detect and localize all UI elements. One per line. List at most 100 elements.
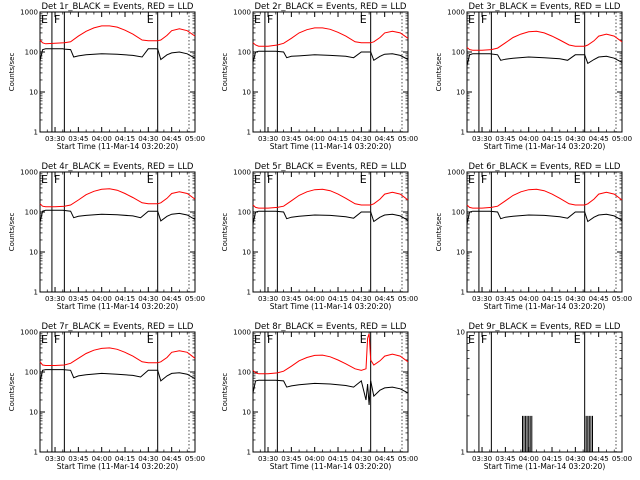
panel-title: Det 9r_BLACK = Events, RED = LLD [469, 322, 621, 332]
marker-label: F [54, 13, 60, 26]
lld-series-line [252, 333, 409, 375]
x-tick-label: 03:45 [495, 455, 515, 463]
panel-4: Det 4r_BLACK = Events, RED = LLD 1 10 100 10… [8, 162, 205, 311]
events-series-line [466, 53, 623, 67]
x-tick-label: 03:45 [281, 295, 301, 303]
x-tick-label: 03:30 [472, 135, 492, 143]
marker-label: F [54, 333, 60, 346]
panel-6: Det 6r_BLACK = Events, RED = LLD 1 10 100 10… [435, 162, 632, 311]
x-tick-label: 04:45 [375, 135, 395, 143]
marker-label: E [360, 13, 367, 26]
panel-title: Det 4r_BLACK = Events, RED = LLD [42, 162, 194, 172]
x-tick-label: 04:15 [542, 135, 562, 143]
marker-label: F [481, 333, 487, 346]
y-tick-label: 1 [34, 129, 38, 137]
x-tick-label: 03:30 [258, 135, 278, 143]
x-axis-label: Start Time (11-Mar-14 03:20:20) [57, 142, 179, 151]
y-axis-label: Counts/sec [8, 213, 16, 252]
x-tick-label: 03:30 [45, 455, 65, 463]
marker-label: E [360, 173, 367, 186]
marker-label: E [574, 173, 581, 186]
lld-series-line [39, 188, 196, 208]
marker-label: E [147, 13, 154, 26]
x-axis-label: Start Time (11-Mar-14 03:20:20) [57, 302, 179, 311]
y-tick-label: 10 [242, 249, 251, 257]
x-tick-label: 05:00 [185, 455, 205, 463]
plot-frame [252, 11, 409, 133]
y-tick-label: 1 [34, 449, 38, 457]
y-tick-label: 1000 [233, 9, 251, 17]
x-tick-label: 04:00 [92, 455, 112, 463]
x-axis-label: Start Time (11-Mar-14 03:20:20) [484, 142, 606, 151]
marker-label: F [267, 13, 273, 26]
panel-8: Det 8r_BLACK = Events, RED = LLD 1 10 100 10… [221, 322, 418, 471]
x-tick-label: 03:30 [472, 295, 492, 303]
y-axis-label: Counts/sec [221, 53, 229, 92]
events-series-line [252, 210, 409, 225]
x-tick-label: 05:00 [612, 135, 632, 143]
panel-9: Det 9r_BLACK = Events, RED = LLD 1 10 03:30… [456, 322, 632, 471]
plot-frame [466, 11, 623, 133]
x-tick-label: 04:00 [305, 295, 325, 303]
y-axis-label: Counts/sec [435, 213, 443, 252]
marker-label: E [41, 333, 48, 346]
x-tick-label: 03:45 [281, 135, 301, 143]
panel-title: Det 7r_BLACK = Events, RED = LLD [42, 322, 194, 332]
y-axis-label: Counts/sec [221, 373, 229, 412]
y-tick-label: 100 [25, 209, 38, 217]
y-tick-label: 10 [29, 249, 38, 257]
y-tick-label: 100 [452, 49, 465, 57]
marker-label: F [267, 333, 273, 346]
marker-label: E [147, 173, 154, 186]
y-tick-label: 100 [452, 209, 465, 217]
marker-label: E [41, 13, 48, 26]
marker-label: E [41, 173, 48, 186]
y-axis-label: Counts/sec [8, 53, 16, 92]
x-tick-label: 04:45 [162, 295, 182, 303]
x-tick-label: 03:30 [472, 455, 492, 463]
marker-label: E [254, 173, 261, 186]
x-tick-label: 04:15 [328, 455, 348, 463]
x-tick-label: 03:45 [68, 135, 88, 143]
x-tick-label: 04:00 [92, 135, 112, 143]
x-tick-label: 04:45 [375, 455, 395, 463]
y-tick-label: 10 [456, 329, 465, 337]
events-series-line [39, 48, 196, 62]
events-series-line [252, 50, 409, 63]
marker-label: E [147, 333, 154, 346]
x-tick-label: 04:45 [375, 295, 395, 303]
x-axis-label: Start Time (11-Mar-14 03:20:20) [484, 462, 606, 471]
lld-series-line [466, 30, 623, 51]
y-tick-label: 1 [247, 129, 251, 137]
events-series-line [522, 415, 593, 453]
y-tick-label: 10 [456, 249, 465, 257]
panel-1: Det 1r_BLACK = Events, RED = LLD 1 10 100 10… [8, 2, 205, 151]
x-tick-label: 04:15 [542, 455, 562, 463]
x-tick-label: 03:30 [258, 455, 278, 463]
panel-title: Det 2r_BLACK = Events, RED = LLD [255, 2, 407, 12]
y-tick-label: 10 [29, 89, 38, 97]
x-tick-label: 04:15 [115, 455, 135, 463]
y-axis-label: Counts/sec [221, 213, 229, 252]
panel-3: Det 3r_BLACK = Events, RED = LLD 1 10 100 10… [435, 2, 632, 151]
marker-label: E [360, 333, 367, 346]
x-tick-label: 04:30 [565, 295, 585, 303]
x-axis-label: Start Time (11-Mar-14 03:20:20) [270, 462, 392, 471]
panel-title: Det 5r_BLACK = Events, RED = LLD [255, 162, 407, 172]
x-tick-label: 03:30 [45, 295, 65, 303]
plot-frame [252, 331, 409, 453]
x-tick-label: 05:00 [612, 455, 632, 463]
x-tick-label: 04:30 [351, 135, 371, 143]
marker-label: E [468, 13, 475, 26]
panel-5: Det 5r_BLACK = Events, RED = LLD 1 10 100 10… [221, 162, 418, 311]
x-tick-label: 04:30 [138, 135, 158, 143]
x-tick-label: 04:15 [328, 295, 348, 303]
x-tick-label: 04:45 [589, 135, 609, 143]
x-tick-label: 04:15 [328, 135, 348, 143]
plot-frame [39, 11, 196, 133]
x-tick-label: 05:00 [185, 135, 205, 143]
plot-frame [466, 331, 623, 453]
marker-label: E [254, 13, 261, 26]
y-tick-label: 10 [242, 89, 251, 97]
